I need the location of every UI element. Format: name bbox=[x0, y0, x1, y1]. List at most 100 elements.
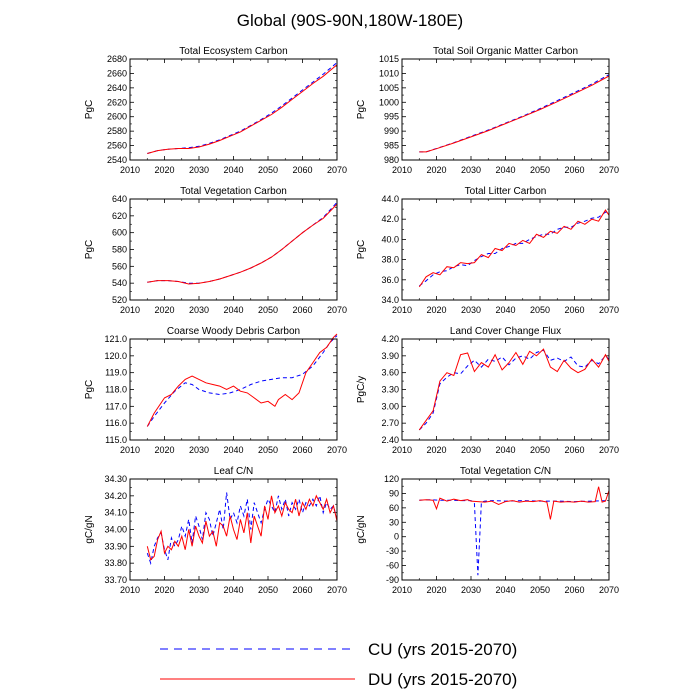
series-line-du bbox=[419, 75, 610, 153]
x-tick-label: 2040 bbox=[223, 165, 243, 175]
x-tick-label: 2040 bbox=[495, 585, 515, 595]
panel-title: Land Cover Change Flux bbox=[450, 326, 561, 337]
plot-frame bbox=[129, 338, 338, 441]
x-tick-label: 2070 bbox=[599, 585, 619, 595]
y-tick-label: 580 bbox=[112, 245, 127, 255]
x-tick-label: 2070 bbox=[327, 305, 347, 315]
x-tick-label: 2030 bbox=[189, 165, 209, 175]
y-tick-label: 0 bbox=[394, 532, 399, 542]
y-tick-label: 34.10 bbox=[104, 508, 127, 518]
x-tick-label: 2040 bbox=[223, 305, 243, 315]
x-tick-label: 2020 bbox=[154, 445, 174, 455]
panel-6: Land Cover Change Flux PgC/y 2.40 2.70 3.00 3… bbox=[356, 326, 619, 455]
y-tick-label: 540 bbox=[112, 278, 127, 288]
y-tick-label: 2660 bbox=[107, 68, 127, 78]
x-tick-label: 2020 bbox=[154, 585, 174, 595]
y-tick-label: 560 bbox=[112, 261, 127, 271]
x-tick-label: 2010 bbox=[120, 445, 140, 455]
y-tick-label: 33.70 bbox=[104, 575, 127, 585]
x-tick-label: 2010 bbox=[392, 165, 412, 175]
x-tick-label: 2010 bbox=[120, 165, 140, 175]
y-tick-label: 121.0 bbox=[104, 334, 127, 344]
y-axis-label: PgC bbox=[84, 380, 95, 399]
panel-7: Leaf C/N gC/gN 33.70 33.80 33.90 34.00 34.10 34… bbox=[84, 466, 347, 595]
plot-frame bbox=[401, 198, 610, 301]
y-tick-label: 120 bbox=[384, 474, 399, 484]
series-line-du bbox=[418, 348, 610, 431]
y-tick-label: 990 bbox=[384, 126, 399, 136]
y-tick-label: 118.0 bbox=[105, 385, 127, 395]
x-tick-label: 2040 bbox=[495, 165, 515, 175]
figure-title: Global (90S-90N,180W-180E) bbox=[237, 11, 463, 30]
y-tick-label: 90 bbox=[389, 488, 399, 498]
y-tick-label: 60 bbox=[389, 503, 399, 513]
series-line-cu bbox=[146, 335, 338, 427]
y-axis-label: PgC bbox=[356, 100, 367, 119]
x-tick-label: 2030 bbox=[189, 305, 209, 315]
panel-8: Total Vegetation C/N gC/gN -90 -60 -30 0 30 60 9… bbox=[356, 466, 619, 595]
y-tick-label: 520 bbox=[112, 295, 127, 305]
x-tick-label: 2050 bbox=[530, 585, 550, 595]
x-tick-label: 2020 bbox=[426, 445, 446, 455]
y-tick-label: 1010 bbox=[379, 68, 399, 78]
x-tick-label: 2060 bbox=[292, 165, 312, 175]
x-tick-label: 2060 bbox=[564, 445, 584, 455]
y-tick-label: 34.30 bbox=[104, 474, 127, 484]
y-tick-label: -90 bbox=[386, 575, 399, 585]
y-tick-label: 2540 bbox=[107, 155, 127, 165]
x-tick-label: 2040 bbox=[223, 585, 243, 595]
x-tick-label: 2030 bbox=[189, 585, 209, 595]
y-tick-label: 620 bbox=[112, 211, 127, 221]
x-tick-label: 2030 bbox=[461, 445, 481, 455]
y-tick-label: 1000 bbox=[379, 97, 399, 107]
y-tick-label: 38.0 bbox=[381, 255, 399, 265]
y-tick-label: 3.00 bbox=[381, 401, 399, 411]
series-line-du bbox=[146, 494, 338, 561]
y-tick-label: 2560 bbox=[107, 141, 127, 151]
y-tick-label: 36.0 bbox=[381, 275, 399, 285]
x-tick-label: 2020 bbox=[426, 305, 446, 315]
y-tick-label: 120.0 bbox=[104, 351, 127, 361]
y-tick-label: 3.30 bbox=[381, 385, 399, 395]
legend: CU (yrs 2015-2070) DU (yrs 2015-2070) bbox=[160, 640, 517, 689]
x-tick-label: 2070 bbox=[599, 305, 619, 315]
x-tick-label: 2020 bbox=[426, 165, 446, 175]
series-line-cu bbox=[419, 499, 610, 576]
legend-label-cu: CU (yrs 2015-2070) bbox=[368, 640, 517, 659]
y-tick-label: 2.40 bbox=[381, 435, 399, 445]
y-axis-label: PgC/y bbox=[356, 376, 367, 403]
x-tick-label: 2010 bbox=[392, 585, 412, 595]
plot-frame bbox=[401, 338, 610, 441]
y-tick-label: 33.90 bbox=[104, 541, 127, 551]
x-tick-label: 2050 bbox=[258, 585, 278, 595]
x-tick-label: 2030 bbox=[461, 305, 481, 315]
x-tick-label: 2070 bbox=[599, 445, 619, 455]
panels: Total Ecosystem Carbon PgC 2540 2560 2580 260… bbox=[84, 46, 619, 595]
y-tick-label: 44.0 bbox=[381, 194, 399, 204]
x-tick-label: 2040 bbox=[495, 305, 515, 315]
series-line-cu bbox=[419, 74, 610, 153]
series-line-du bbox=[147, 64, 338, 154]
x-tick-label: 2070 bbox=[327, 585, 347, 595]
x-tick-label: 2050 bbox=[258, 305, 278, 315]
y-tick-label: 980 bbox=[384, 155, 399, 165]
x-tick-label: 2060 bbox=[564, 585, 584, 595]
y-tick-label: 600 bbox=[112, 228, 127, 238]
series-line-cu bbox=[146, 492, 338, 566]
panel-title: Total Vegetation Carbon bbox=[180, 186, 287, 197]
panel-title: Total Soil Organic Matter Carbon bbox=[433, 46, 578, 57]
y-tick-label: 4.20 bbox=[381, 334, 399, 344]
y-tick-label: 3.60 bbox=[381, 368, 399, 378]
y-axis-label: PgC bbox=[84, 100, 95, 119]
y-tick-label: 995 bbox=[384, 112, 399, 122]
x-tick-label: 2060 bbox=[292, 585, 312, 595]
plot-frame bbox=[401, 58, 610, 161]
panel-5: Coarse Woody Debris Carbon PgC 115.0 116.0 1… bbox=[84, 326, 347, 455]
x-tick-label: 2020 bbox=[154, 165, 174, 175]
y-tick-label: 985 bbox=[384, 141, 399, 151]
y-tick-label: 40.0 bbox=[381, 234, 399, 244]
y-tick-label: 2620 bbox=[107, 97, 127, 107]
y-tick-label: 640 bbox=[112, 194, 127, 204]
series-line-du bbox=[418, 209, 610, 288]
